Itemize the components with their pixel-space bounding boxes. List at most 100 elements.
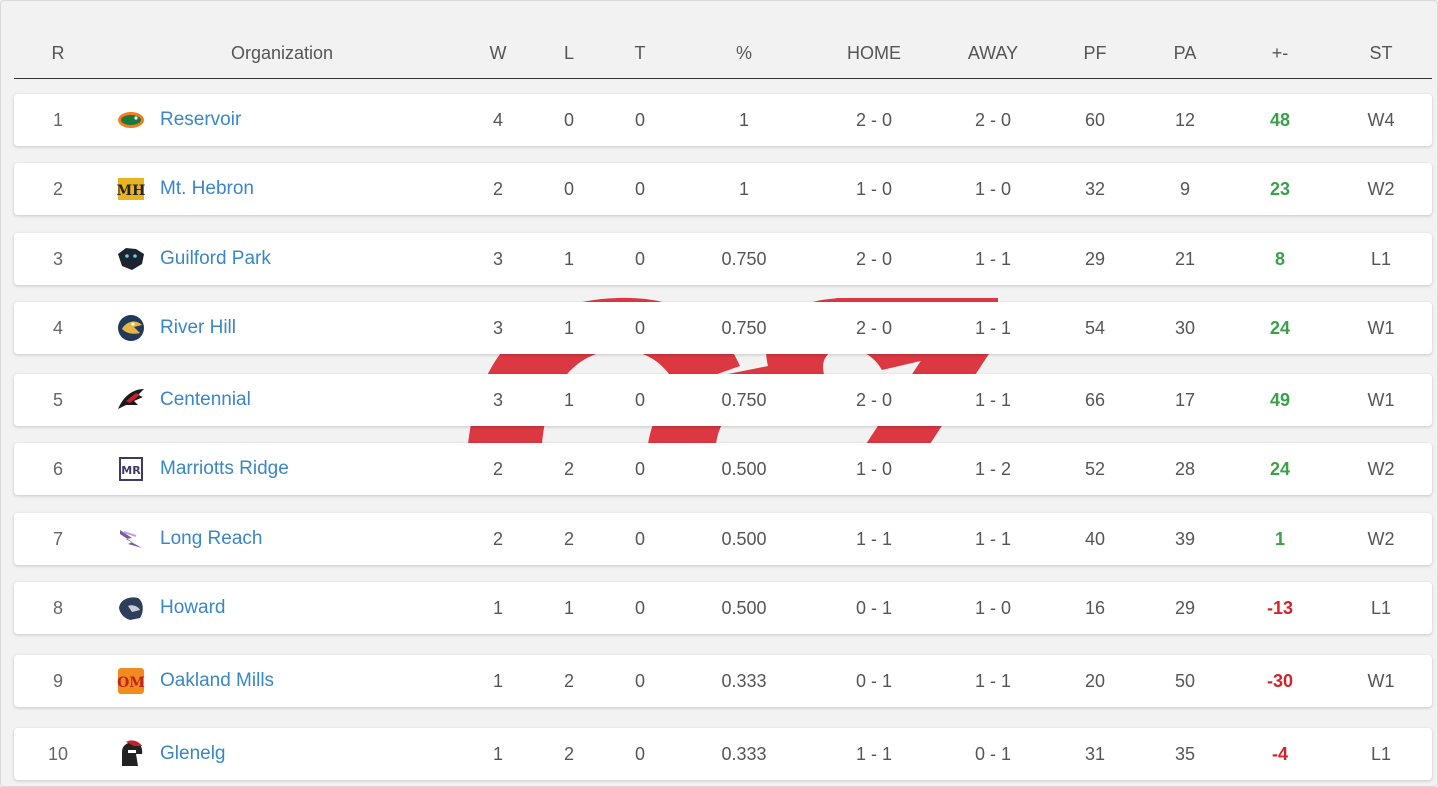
pct-cell: 0.750 <box>721 248 767 269</box>
losses-cell: 2 <box>563 743 574 764</box>
wins-cell: 3 <box>492 389 503 410</box>
team-link[interactable]: Mt. Hebron <box>160 178 254 199</box>
team-link[interactable]: River Hill <box>160 317 236 338</box>
team-link[interactable]: Long Reach <box>160 528 263 549</box>
mr-monogram-logo-icon[interactable]: MR <box>116 454 146 484</box>
rank-cell: 3 <box>52 248 63 269</box>
points-for-cell: 31 <box>1084 743 1106 764</box>
team-link[interactable]: Marriotts Ridge <box>160 458 289 479</box>
table-row-8: 8 Howard 1 1 0 0.500 0 - 1 1 - 0 16 29 -… <box>14 582 1432 634</box>
away-record-cell: 1 - 1 <box>974 528 1012 549</box>
streak-cell: L1 <box>1370 597 1392 618</box>
losses-cell: 0 <box>563 178 574 199</box>
lion-logo-icon[interactable] <box>116 593 146 623</box>
home-record-cell: 1 - 0 <box>855 458 893 479</box>
wins-cell: 3 <box>492 317 503 338</box>
team-link[interactable]: Centennial <box>160 389 251 410</box>
col-header-home[interactable]: HOME <box>847 42 901 63</box>
ties-cell: 0 <box>634 743 645 764</box>
team-link[interactable]: Howard <box>160 597 226 618</box>
losses-cell: 1 <box>563 389 574 410</box>
streak-cell: W1 <box>1367 389 1395 410</box>
rank-cell: 8 <box>52 597 63 618</box>
losses-cell: 1 <box>563 317 574 338</box>
home-record-cell: 0 - 1 <box>855 670 893 691</box>
eagle-logo-icon[interactable] <box>116 385 146 415</box>
away-record-cell: 2 - 0 <box>974 109 1012 130</box>
streak-cell: W4 <box>1367 109 1395 130</box>
team-link[interactable]: Glenelg <box>160 743 226 764</box>
points-for-cell: 54 <box>1084 317 1106 338</box>
pct-cell: 1 <box>738 178 749 199</box>
losses-cell: 2 <box>563 528 574 549</box>
col-header-away[interactable]: AWAY <box>967 42 1019 63</box>
points-against-cell: 21 <box>1174 248 1196 269</box>
home-record-cell: 1 - 0 <box>855 178 893 199</box>
streak-cell: L1 <box>1370 743 1392 764</box>
pct-cell: 0.333 <box>721 743 767 764</box>
point-diff-cell: -4 <box>1271 743 1288 764</box>
team-link[interactable]: Guilford Park <box>160 248 271 269</box>
table-row-5: 5 Centennial 3 1 0 0.750 2 - 0 1 - 1 66 … <box>14 374 1432 426</box>
ties-cell: 0 <box>634 248 645 269</box>
rank-cell: 4 <box>52 317 63 338</box>
home-record-cell: 2 - 0 <box>855 317 893 338</box>
panther-logo-icon[interactable] <box>116 244 146 274</box>
ties-cell: 0 <box>634 109 645 130</box>
gladiator-logo-icon[interactable] <box>116 739 146 769</box>
col-header-pct[interactable]: % <box>735 42 752 63</box>
lightning-logo-icon[interactable] <box>116 524 146 554</box>
gator-logo-icon[interactable] <box>116 105 146 135</box>
organization-cell: Guilford Park <box>116 233 436 285</box>
points-for-cell: 20 <box>1084 670 1106 691</box>
points-for-cell: 16 <box>1084 597 1106 618</box>
team-link[interactable]: Oakland Mills <box>160 670 275 691</box>
col-header-wins[interactable]: W <box>489 42 507 63</box>
point-diff-cell: 48 <box>1269 109 1291 130</box>
rank-cell: 7 <box>52 528 63 549</box>
points-for-cell: 66 <box>1084 389 1106 410</box>
away-record-cell: 1 - 0 <box>974 597 1012 618</box>
organization-cell: OM Oakland Mills <box>116 655 436 707</box>
ties-cell: 0 <box>634 458 645 479</box>
col-header-organization[interactable]: Organization <box>230 42 334 63</box>
team-link[interactable]: Reservoir <box>160 109 242 130</box>
away-record-cell: 1 - 0 <box>974 178 1012 199</box>
svg-text:MR: MR <box>121 464 141 477</box>
col-header-pa[interactable]: PA <box>1173 42 1197 63</box>
losses-cell: 2 <box>563 670 574 691</box>
pct-cell: 0.750 <box>721 389 767 410</box>
organization-cell: Howard <box>116 582 436 634</box>
streak-cell: L1 <box>1370 248 1392 269</box>
mh-monogram-logo-icon[interactable]: MH <box>116 174 146 204</box>
away-record-cell: 1 - 2 <box>974 458 1012 479</box>
table-row-4: 4 River Hill 3 1 0 0.750 2 - 0 1 - 1 54 … <box>14 302 1432 354</box>
table-header: R Organization W L T % HOME AWAY PF PA +… <box>14 28 1432 79</box>
wins-cell: 3 <box>492 248 503 269</box>
points-for-cell: 40 <box>1084 528 1106 549</box>
col-header-ties[interactable]: T <box>634 42 646 63</box>
streak-cell: W1 <box>1367 317 1395 338</box>
table-row-9: 9 OM Oakland Mills 1 2 0 0.333 0 - 1 1 -… <box>14 655 1432 707</box>
rank-cell: 10 <box>47 743 69 764</box>
table-row-2: 2 MH Mt. Hebron 2 0 0 1 1 - 0 1 - 0 32 9… <box>14 163 1432 215</box>
col-header-rank[interactable]: R <box>51 42 65 63</box>
streak-cell: W2 <box>1367 178 1395 199</box>
col-header-streak[interactable]: ST <box>1369 42 1393 63</box>
ties-cell: 0 <box>634 670 645 691</box>
points-for-cell: 52 <box>1084 458 1106 479</box>
points-against-cell: 29 <box>1174 597 1196 618</box>
streak-cell: W2 <box>1367 458 1395 479</box>
organization-cell: Glenelg <box>116 728 436 780</box>
wins-cell: 2 <box>492 528 503 549</box>
home-record-cell: 2 - 0 <box>855 109 893 130</box>
points-against-cell: 9 <box>1179 178 1190 199</box>
hawk-logo-icon[interactable] <box>116 313 146 343</box>
col-header-pf[interactable]: PF <box>1083 42 1107 63</box>
home-record-cell: 0 - 1 <box>855 597 893 618</box>
om-monogram-logo-icon[interactable]: OM <box>116 666 146 696</box>
col-header-losses[interactable]: L <box>563 42 574 63</box>
points-against-cell: 39 <box>1174 528 1196 549</box>
home-record-cell: 1 - 1 <box>855 528 893 549</box>
col-header-diff[interactable]: +- <box>1271 42 1289 63</box>
